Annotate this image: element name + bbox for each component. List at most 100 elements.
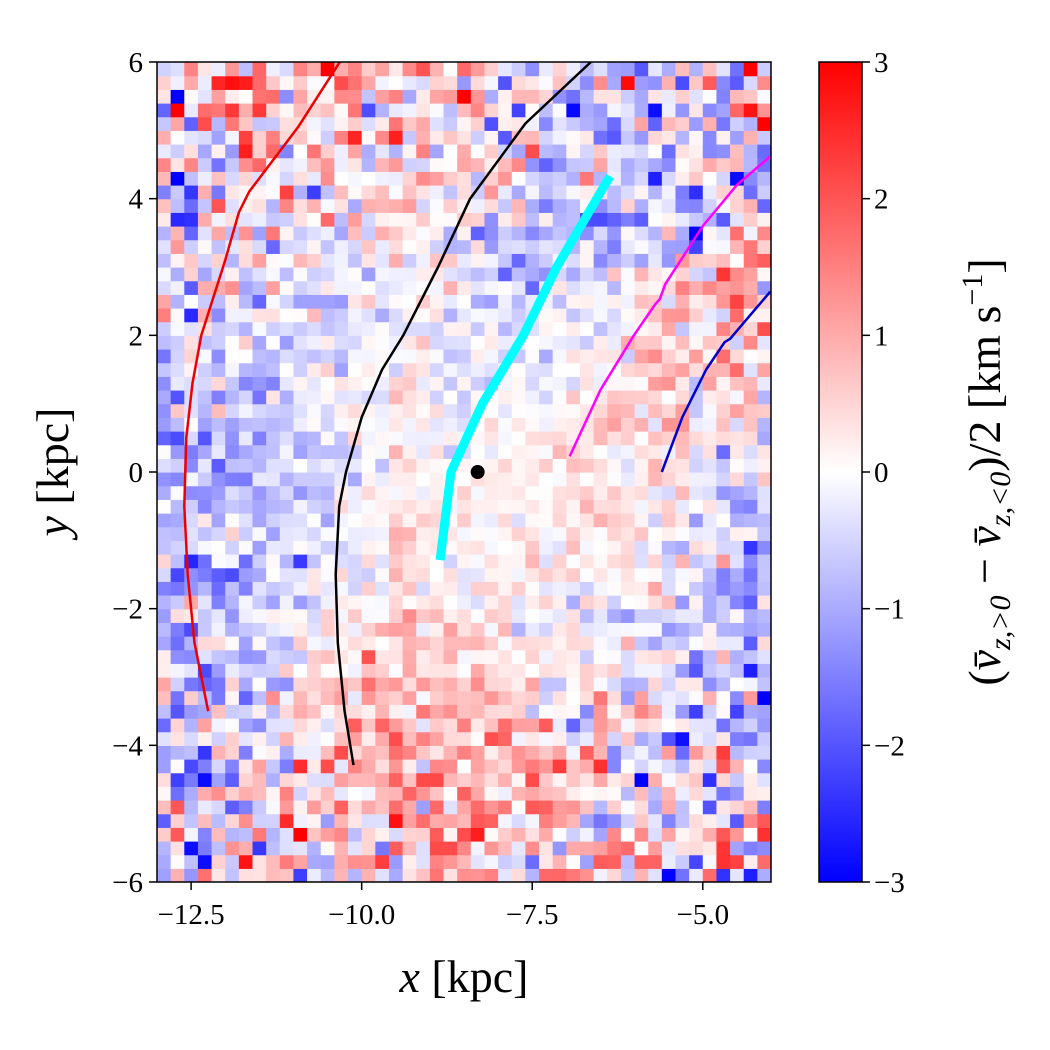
- heatmap-cell: [348, 513, 363, 528]
- heatmap-cell: [498, 499, 513, 514]
- heatmap-cell: [293, 226, 308, 241]
- heatmap-cell: [429, 622, 445, 637]
- heatmap-cell: [238, 458, 254, 473]
- heatmap-cell: [211, 144, 226, 159]
- heatmap-cell: [593, 854, 608, 869]
- heatmap-cell: [348, 321, 363, 336]
- heatmap-cell: [266, 649, 281, 664]
- heatmap-cell: [211, 130, 226, 145]
- heatmap-cell: [238, 75, 254, 90]
- heatmap-cell: [170, 280, 185, 295]
- heatmap-cell: [170, 349, 185, 364]
- heatmap-cell: [716, 731, 731, 746]
- heatmap-cell: [348, 718, 363, 733]
- heatmap-cell: [743, 731, 758, 746]
- cb-label-p3: −: [959, 547, 1010, 596]
- heatmap-cell: [184, 472, 199, 487]
- heatmap-cell: [634, 130, 649, 145]
- heatmap-cell: [689, 89, 704, 104]
- heatmap-cell: [457, 458, 472, 473]
- heatmap-cell: [184, 226, 199, 241]
- heatmap-cell: [743, 841, 758, 856]
- heatmap-cell: [334, 89, 349, 104]
- heatmap-cell: [648, 731, 663, 746]
- heatmap-cell: [634, 116, 649, 131]
- heatmap-cell: [566, 144, 581, 159]
- heatmap-cell: [743, 239, 758, 254]
- heatmap-cell: [634, 827, 649, 842]
- heatmap-cell: [388, 253, 404, 268]
- heatmap-cell: [566, 253, 581, 268]
- heatmap-cell: [634, 800, 649, 815]
- heatmap-cell: [552, 718, 567, 733]
- heatmap-cell: [375, 390, 390, 405]
- heatmap-cell: [157, 854, 172, 869]
- cb-label-p4: v̄: [959, 526, 1010, 547]
- heatmap-cell: [361, 458, 376, 473]
- heatmap-cell: [320, 390, 335, 405]
- heatmap-cell: [525, 718, 540, 733]
- heatmap-cell: [429, 75, 445, 90]
- heatmap-cell: [388, 813, 404, 828]
- heatmap-cell: [348, 75, 363, 90]
- heatmap-cell: [511, 62, 526, 77]
- heatmap-cell: [730, 677, 745, 692]
- heatmap-cell: [238, 390, 254, 405]
- heatmap-cell: [184, 540, 199, 555]
- heatmap-cell: [225, 581, 240, 596]
- heatmap-cell: [252, 759, 267, 774]
- heatmap-cell: [743, 786, 758, 801]
- heatmap-cell: [375, 89, 390, 104]
- heatmap-cell: [730, 226, 745, 241]
- heatmap-cell: [320, 308, 335, 323]
- heatmap-cell: [498, 513, 513, 528]
- heatmap-cell: [593, 226, 608, 241]
- y-tick-label: −4: [112, 730, 143, 762]
- heatmap-cell: [170, 841, 185, 856]
- heatmap-cell: [320, 198, 335, 213]
- heatmap-cell: [238, 472, 254, 487]
- heatmap-cell: [661, 253, 677, 268]
- heatmap-cell: [593, 745, 608, 760]
- heatmap-cell: [702, 663, 718, 678]
- heatmap-cell: [225, 718, 240, 733]
- heatmap-cell: [552, 595, 567, 610]
- heatmap-cell: [334, 800, 349, 815]
- heatmap-cell: [511, 485, 526, 500]
- heatmap-cell: [730, 827, 745, 842]
- heatmap-cell: [648, 704, 663, 719]
- heatmap-cell: [470, 239, 486, 254]
- heatmap-cell: [266, 349, 281, 364]
- heatmap-cell: [416, 663, 431, 678]
- heatmap-cell: [689, 431, 704, 446]
- heatmap-cell: [689, 759, 704, 774]
- heatmap-cell: [170, 827, 185, 842]
- heatmap-cell: [293, 349, 308, 364]
- heatmap-cell: [743, 677, 758, 692]
- heatmap-cell: [620, 226, 636, 241]
- heatmap-cell: [402, 376, 417, 391]
- black-curve: [334, 62, 592, 766]
- heatmap-cell: [211, 772, 226, 787]
- heatmap-cell: [197, 499, 213, 514]
- heatmap-cell: [429, 731, 445, 746]
- heatmap-cell: [293, 89, 308, 104]
- heatmap-cell: [484, 294, 499, 309]
- heatmap-cell: [307, 75, 322, 90]
- heatmap-cell: [170, 731, 185, 746]
- heatmap-cell: [429, 62, 445, 77]
- heatmap-cell: [402, 718, 417, 733]
- heatmap-cell: [498, 786, 513, 801]
- heatmap-cell: [675, 690, 690, 705]
- heatmap-cell: [552, 212, 567, 227]
- heatmap-cell: [157, 649, 172, 664]
- heatmap-cell: [361, 718, 376, 733]
- heatmap-cell: [730, 253, 745, 268]
- heatmap-cell: [211, 813, 226, 828]
- heatmap-cell: [170, 417, 185, 432]
- heatmap-cell: [443, 294, 458, 309]
- heatmap-cell: [361, 841, 376, 856]
- heatmap-cell: [238, 335, 254, 350]
- heatmap-cell: [266, 362, 281, 377]
- heatmap-cell: [634, 745, 649, 760]
